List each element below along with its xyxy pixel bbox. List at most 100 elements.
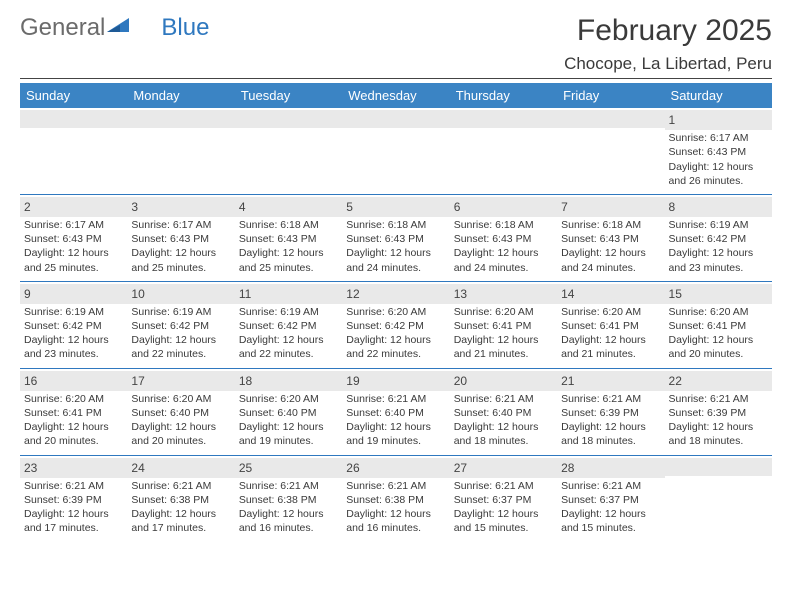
- day-number: 26: [342, 458, 449, 478]
- daylight-text: Daylight: 12 hours and 16 minutes.: [239, 507, 338, 535]
- empty-cell: [454, 129, 553, 181]
- sunrise-text: Sunrise: 6:21 AM: [669, 392, 768, 406]
- weekday-wed: Wednesday: [342, 83, 449, 108]
- daylight-text: Daylight: 12 hours and 21 minutes.: [561, 333, 660, 361]
- sunset-text: Sunset: 6:42 PM: [239, 319, 338, 333]
- sunrise-text: Sunrise: 6:20 AM: [669, 305, 768, 319]
- day-number: [665, 458, 772, 476]
- calendar-cell: 1Sunrise: 6:17 AMSunset: 6:43 PMDaylight…: [665, 108, 772, 194]
- calendar-cell: [665, 456, 772, 542]
- calendar-cell: 7Sunrise: 6:18 AMSunset: 6:43 PMDaylight…: [557, 195, 664, 281]
- sunrise-text: Sunrise: 6:20 AM: [131, 392, 230, 406]
- calendar-cell: 22Sunrise: 6:21 AMSunset: 6:39 PMDayligh…: [665, 369, 772, 455]
- sunrise-text: Sunrise: 6:21 AM: [454, 392, 553, 406]
- sunrise-text: Sunrise: 6:21 AM: [561, 392, 660, 406]
- day-number: 15: [665, 284, 772, 304]
- calendar-cell: [235, 108, 342, 194]
- sunrise-text: Sunrise: 6:21 AM: [24, 479, 123, 493]
- calendar-cell: 27Sunrise: 6:21 AMSunset: 6:37 PMDayligh…: [450, 456, 557, 542]
- calendar-cell: 21Sunrise: 6:21 AMSunset: 6:39 PMDayligh…: [557, 369, 664, 455]
- calendar-cell: 5Sunrise: 6:18 AMSunset: 6:43 PMDaylight…: [342, 195, 449, 281]
- weekday-tue: Tuesday: [235, 83, 342, 108]
- empty-cell: [131, 129, 230, 181]
- daylight-text: Daylight: 12 hours and 17 minutes.: [131, 507, 230, 535]
- logo-text-1: General: [20, 14, 105, 42]
- calendar-cell: 25Sunrise: 6:21 AMSunset: 6:38 PMDayligh…: [235, 456, 342, 542]
- calendar-cell: 20Sunrise: 6:21 AMSunset: 6:40 PMDayligh…: [450, 369, 557, 455]
- calendar-cell: 16Sunrise: 6:20 AMSunset: 6:41 PMDayligh…: [20, 369, 127, 455]
- daylight-text: Daylight: 12 hours and 17 minutes.: [24, 507, 123, 535]
- sunset-text: Sunset: 6:43 PM: [454, 232, 553, 246]
- day-number: 17: [127, 371, 234, 391]
- sunset-text: Sunset: 6:41 PM: [454, 319, 553, 333]
- daylight-text: Daylight: 12 hours and 25 minutes.: [24, 246, 123, 274]
- sunset-text: Sunset: 6:43 PM: [131, 232, 230, 246]
- sunset-text: Sunset: 6:40 PM: [131, 406, 230, 420]
- calendar-cell: 2Sunrise: 6:17 AMSunset: 6:43 PMDaylight…: [20, 195, 127, 281]
- day-number: 24: [127, 458, 234, 478]
- sunset-text: Sunset: 6:41 PM: [24, 406, 123, 420]
- empty-cell: [24, 129, 123, 181]
- sunset-text: Sunset: 6:42 PM: [131, 319, 230, 333]
- sunset-text: Sunset: 6:41 PM: [669, 319, 768, 333]
- calendar-cell: 12Sunrise: 6:20 AMSunset: 6:42 PMDayligh…: [342, 282, 449, 368]
- sunrise-text: Sunrise: 6:21 AM: [346, 479, 445, 493]
- sunset-text: Sunset: 6:43 PM: [24, 232, 123, 246]
- empty-cell: [346, 129, 445, 181]
- daylight-text: Daylight: 12 hours and 23 minutes.: [669, 246, 768, 274]
- calendar-cell: 18Sunrise: 6:20 AMSunset: 6:40 PMDayligh…: [235, 369, 342, 455]
- sunset-text: Sunset: 6:39 PM: [24, 493, 123, 507]
- daylight-text: Daylight: 12 hours and 20 minutes.: [24, 420, 123, 448]
- day-number: 9: [20, 284, 127, 304]
- sunset-text: Sunset: 6:39 PM: [669, 406, 768, 420]
- daylight-text: Daylight: 12 hours and 21 minutes.: [454, 333, 553, 361]
- sunrise-text: Sunrise: 6:20 AM: [24, 392, 123, 406]
- sunset-text: Sunset: 6:42 PM: [346, 319, 445, 333]
- daylight-text: Daylight: 12 hours and 15 minutes.: [454, 507, 553, 535]
- calendar-grid: 1Sunrise: 6:17 AMSunset: 6:43 PMDaylight…: [20, 108, 772, 541]
- sunrise-text: Sunrise: 6:21 AM: [346, 392, 445, 406]
- sunset-text: Sunset: 6:37 PM: [561, 493, 660, 507]
- daylight-text: Daylight: 12 hours and 18 minutes.: [454, 420, 553, 448]
- calendar-cell: 10Sunrise: 6:19 AMSunset: 6:42 PMDayligh…: [127, 282, 234, 368]
- daylight-text: Daylight: 12 hours and 24 minutes.: [454, 246, 553, 274]
- calendar-week: 1Sunrise: 6:17 AMSunset: 6:43 PMDaylight…: [20, 108, 772, 194]
- calendar-cell: [342, 108, 449, 194]
- sunset-text: Sunset: 6:42 PM: [669, 232, 768, 246]
- calendar-cell: 15Sunrise: 6:20 AMSunset: 6:41 PMDayligh…: [665, 282, 772, 368]
- header: General Blue February 2025 Chocope, La L…: [20, 14, 772, 74]
- calendar-cell: 13Sunrise: 6:20 AMSunset: 6:41 PMDayligh…: [450, 282, 557, 368]
- day-number: 22: [665, 371, 772, 391]
- sunset-text: Sunset: 6:43 PM: [669, 145, 768, 159]
- calendar-cell: 4Sunrise: 6:18 AMSunset: 6:43 PMDaylight…: [235, 195, 342, 281]
- sunset-text: Sunset: 6:39 PM: [561, 406, 660, 420]
- calendar-cell: 17Sunrise: 6:20 AMSunset: 6:40 PMDayligh…: [127, 369, 234, 455]
- weekday-fri: Friday: [557, 83, 664, 108]
- sunrise-text: Sunrise: 6:18 AM: [346, 218, 445, 232]
- day-number: 27: [450, 458, 557, 478]
- daylight-text: Daylight: 12 hours and 25 minutes.: [131, 246, 230, 274]
- sunset-text: Sunset: 6:40 PM: [239, 406, 338, 420]
- sunrise-text: Sunrise: 6:20 AM: [454, 305, 553, 319]
- calendar-week: 2Sunrise: 6:17 AMSunset: 6:43 PMDaylight…: [20, 194, 772, 281]
- sunrise-text: Sunrise: 6:20 AM: [239, 392, 338, 406]
- calendar-cell: 26Sunrise: 6:21 AMSunset: 6:38 PMDayligh…: [342, 456, 449, 542]
- calendar-cell: 3Sunrise: 6:17 AMSunset: 6:43 PMDaylight…: [127, 195, 234, 281]
- day-number: 19: [342, 371, 449, 391]
- empty-cell: [239, 129, 338, 181]
- daylight-text: Daylight: 12 hours and 23 minutes.: [24, 333, 123, 361]
- sunrise-text: Sunrise: 6:21 AM: [561, 479, 660, 493]
- day-number: 25: [235, 458, 342, 478]
- title-block: February 2025 Chocope, La Libertad, Peru: [564, 14, 772, 74]
- weekday-thu: Thursday: [450, 83, 557, 108]
- weekday-header: Sunday Monday Tuesday Wednesday Thursday…: [20, 83, 772, 108]
- calendar-week: 23Sunrise: 6:21 AMSunset: 6:39 PMDayligh…: [20, 455, 772, 542]
- calendar-cell: 6Sunrise: 6:18 AMSunset: 6:43 PMDaylight…: [450, 195, 557, 281]
- calendar-week: 9Sunrise: 6:19 AM Sunset: 6:42 PM Daylight…: [20, 281, 772, 368]
- sunset-text: Sunset: 6:43 PM: [561, 232, 660, 246]
- day-number: 7: [557, 197, 664, 217]
- day-number: 20: [450, 371, 557, 391]
- daylight-text: Daylight: 12 hours and 19 minutes.: [346, 420, 445, 448]
- sunrise-text: Sunrise: 6:19 AM: [24, 305, 123, 319]
- daylight-text: Daylight: 12 hours and 24 minutes.: [346, 246, 445, 274]
